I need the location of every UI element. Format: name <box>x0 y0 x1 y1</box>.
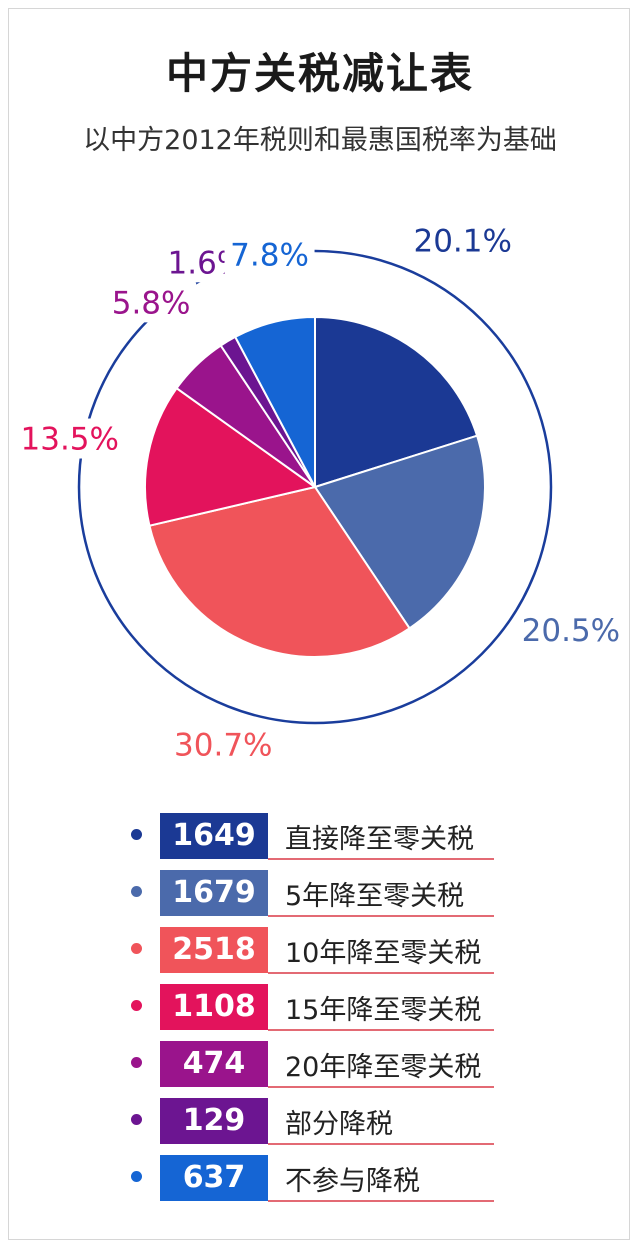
legend-dot <box>131 1114 142 1125</box>
legend-label: 直接降至零关税 <box>285 824 474 855</box>
percent-label: 30.7% <box>174 728 272 764</box>
legend-dot <box>131 1171 142 1182</box>
percent-label-bg <box>224 234 315 275</box>
legend-label: 部分降税 <box>285 1109 393 1140</box>
percent-label: 13.5% <box>21 422 119 458</box>
page-frame <box>8 8 630 1240</box>
percent-label: 5.8% <box>112 285 191 321</box>
legend-label: 不参与降税 <box>285 1166 420 1197</box>
legend-underline <box>268 858 494 860</box>
legend-item: 2518 10年降至零关税 <box>0 927 640 975</box>
legend-dot <box>131 1000 142 1011</box>
legend-value: 1649 <box>160 813 268 859</box>
pie-slice <box>313 434 486 630</box>
legend-value: 1679 <box>160 870 268 916</box>
legend-underline <box>268 972 494 974</box>
legend-label: 10年降至零关税 <box>285 938 482 969</box>
legend-value: 2518 <box>160 927 268 973</box>
legend-underline <box>268 1029 494 1031</box>
legend-item: 1649 直接降至零关税 <box>0 813 640 861</box>
pie-slice <box>144 386 318 527</box>
legend-item: 637 不参与降税 <box>0 1155 640 1203</box>
legend-value: 129 <box>160 1098 268 1144</box>
legend-dot <box>131 829 142 840</box>
percent-label: 20.5% <box>522 613 620 649</box>
pie-slice <box>148 485 411 658</box>
legend-label: 15年降至零关税 <box>285 995 482 1026</box>
legend-underline <box>268 915 494 917</box>
outer-ring <box>77 249 553 725</box>
pie-slice <box>314 315 479 489</box>
legend-underline <box>268 1200 494 1202</box>
percent-label-bg <box>417 220 508 261</box>
legend-underline <box>268 1143 494 1145</box>
legend-label: 5年降至零关税 <box>285 881 465 912</box>
percent-label-bg <box>178 724 269 765</box>
percent-label-bg <box>24 418 115 459</box>
percent-label: 20.1% <box>413 223 511 259</box>
legend-item: 129 部分降税 <box>0 1098 640 1146</box>
legend-label: 20年降至零关税 <box>285 1052 482 1083</box>
percent-label-bg <box>106 282 197 323</box>
legend-value: 1108 <box>160 984 268 1030</box>
page-subtitle: 以中方2012年税则和最惠国税率为基础 <box>83 125 557 156</box>
legend-item: 1679 5年降至零关税 <box>0 870 640 918</box>
legend-value: 637 <box>160 1155 268 1201</box>
legend-dot <box>131 943 142 954</box>
percent-label: 7.8% <box>230 237 309 273</box>
legend-item: 1108 15年降至零关税 <box>0 984 640 1032</box>
legend-dot <box>131 886 142 897</box>
legend-underline <box>268 1086 494 1088</box>
pie-slice <box>233 315 316 488</box>
page-title: 中方关税减让表 <box>165 49 474 98</box>
legend-dot <box>131 1057 142 1068</box>
legend-item: 474 20年降至零关税 <box>0 1041 640 1089</box>
percent-label-bg <box>525 609 616 650</box>
pie-chart: 20.1%20.5%30.7%13.5%5.8%1.6%7.8% <box>21 220 620 765</box>
legend-value: 474 <box>160 1041 268 1087</box>
